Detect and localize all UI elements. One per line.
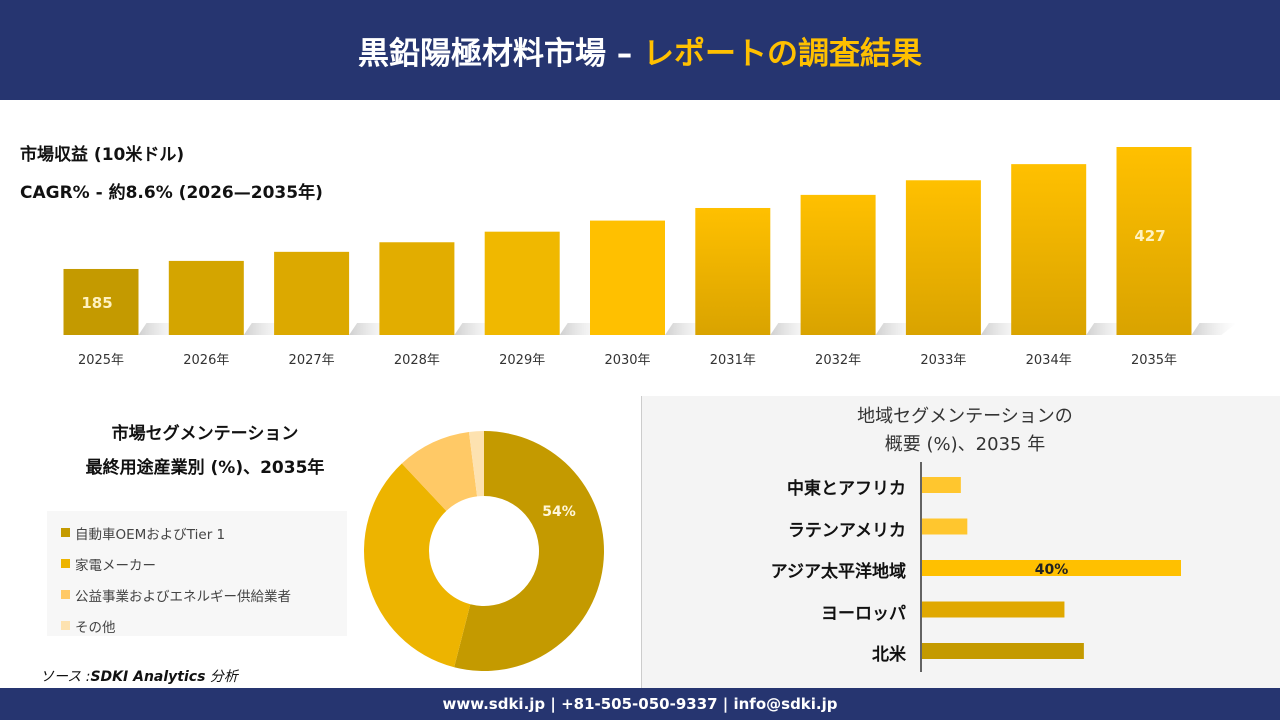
bar-2030年: [590, 220, 665, 335]
region-label: 北米: [872, 645, 906, 665]
x-tick-label: 2027年: [289, 353, 335, 368]
region-title-1: 地域セグメンテーションの: [857, 406, 1073, 427]
end-use-legend: 自動車OEMおよびTier 1 家電メーカー 公益事業およびエネルギー供給業者 …: [47, 511, 347, 636]
legend-item: その他: [61, 610, 333, 641]
x-tick-label: 2033年: [920, 353, 966, 368]
bar-2031年: [695, 207, 771, 335]
region-label: アジア太平洋地域: [770, 562, 906, 582]
bar-2029年: [484, 231, 560, 335]
footer-contact: www.sdki.jp | +81-505-050-9337 | info@sd…: [0, 688, 1280, 720]
legend-swatch: [61, 590, 70, 599]
region-label: ラテンアメリカ: [787, 520, 906, 541]
region-title: 地域セグメンテーションの 概要 (%)、2035 年: [800, 403, 1130, 459]
legend-swatch: [61, 528, 70, 537]
title-main: 黒鉛陽極材料市場 –: [357, 35, 633, 72]
x-tick-label: 2032年: [815, 353, 861, 368]
legend-label: 公益事業およびエネルギー供給業者: [75, 588, 291, 605]
bar-2026年: [168, 260, 244, 335]
header-banner: 黒鉛陽極材料市場 – レポートの調査結果: [0, 0, 1280, 100]
end-use-title-1: 市場セグメンテーション: [111, 424, 299, 444]
x-tick-label: 2029年: [499, 353, 545, 368]
x-tick-label: 2030年: [604, 353, 650, 368]
legend-item: 自動車OEMおよびTier 1: [61, 517, 333, 548]
legend-label: 自動車OEMおよびTier 1: [75, 526, 226, 543]
bar-2027年: [274, 251, 350, 335]
data-label: 185: [81, 294, 112, 312]
bar-2032年: [800, 194, 876, 335]
legend-label: その他: [75, 619, 116, 636]
legend-swatch: [61, 621, 70, 630]
source-suffix: 分析: [209, 669, 238, 685]
region-panel: [641, 396, 1280, 688]
legend-swatch: [61, 559, 70, 568]
legend-item: 公益事業およびエネルギー供給業者: [61, 579, 333, 610]
cagr-subtitle: CAGR% - 約8.6% (2026—2035年): [20, 183, 323, 203]
source-prefix: ソース :: [40, 669, 91, 685]
x-tick-label: 2035年: [1131, 353, 1177, 368]
region-label: ヨーロッパ: [821, 603, 906, 624]
source-note: ソース :SDKI Analytics 分析: [40, 666, 238, 686]
revenue-bar-chart: 2025年 185 2026年 2027年 2028年 2029年 2030年 2031年 20…: [63, 147, 1237, 368]
bar-shadow: [1191, 323, 1237, 335]
legend-label: 家電メーカー: [75, 557, 156, 574]
bar-2035年: [1116, 147, 1192, 335]
source-name: SDKI Analytics: [90, 669, 206, 685]
bar-2034年: [1011, 164, 1087, 335]
end-use-title-2: 最終用途産業別 (%)、2035年: [85, 458, 325, 478]
revenue-chart-title: 市場収益 (10米ドル): [20, 145, 185, 165]
region-label: 中東とアフリカ: [787, 479, 906, 499]
data-label: 427: [1134, 227, 1165, 245]
x-tick-label: 2025年: [78, 353, 124, 368]
region-title-2: 概要 (%)、2035 年: [884, 434, 1046, 455]
bar-2033年: [905, 180, 981, 335]
x-tick-label: 2034年: [1026, 353, 1072, 368]
bar-2025年: [63, 268, 139, 335]
x-tick-label: 2028年: [394, 353, 440, 368]
x-tick-label: 2026年: [183, 353, 229, 368]
legend-item: 家電メーカー: [61, 548, 333, 579]
title-highlight: レポートの調査結果: [643, 35, 923, 72]
bar-2028年: [379, 242, 455, 335]
x-tick-label: 2031年: [710, 353, 756, 368]
